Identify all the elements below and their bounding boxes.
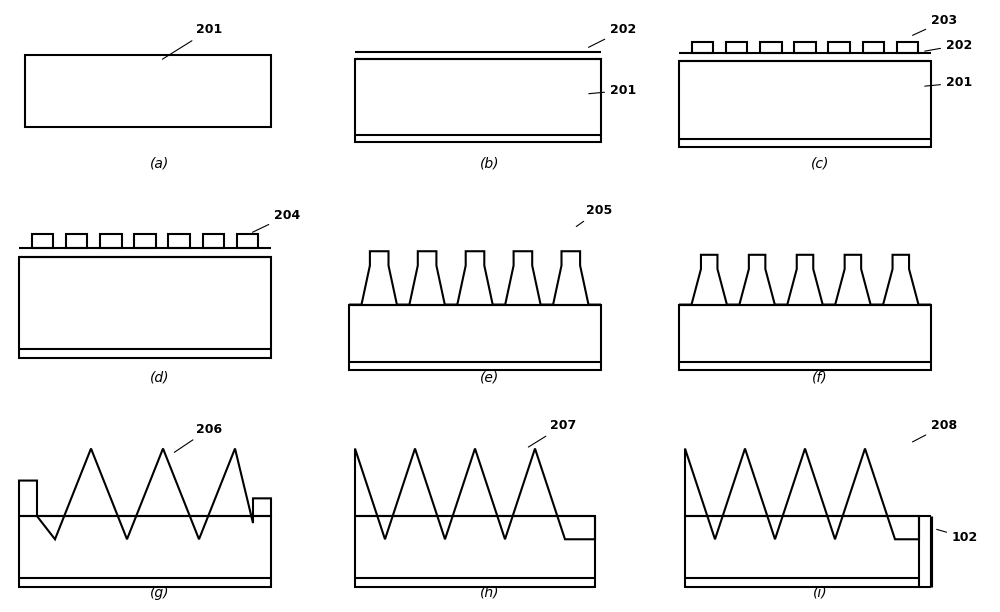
Bar <box>760 42 782 53</box>
Bar <box>685 516 919 588</box>
Text: (h): (h) <box>480 586 500 600</box>
Bar <box>25 54 271 127</box>
Text: 204: 204 <box>253 209 300 232</box>
Bar <box>32 234 53 248</box>
Text: (i): (i) <box>813 586 827 600</box>
Bar <box>794 42 816 53</box>
Bar <box>19 256 271 358</box>
Text: 201: 201 <box>925 76 972 89</box>
Text: (g): (g) <box>150 586 170 600</box>
Bar <box>355 516 595 588</box>
Bar <box>679 305 931 370</box>
Text: 202: 202 <box>588 23 636 47</box>
Text: (c): (c) <box>811 157 829 171</box>
Text: (f): (f) <box>812 370 828 384</box>
Text: 203: 203 <box>913 15 957 35</box>
Bar <box>692 42 713 53</box>
Bar <box>100 234 122 248</box>
Bar <box>863 42 884 53</box>
Text: 102: 102 <box>937 529 978 544</box>
Text: 205: 205 <box>576 204 612 226</box>
Bar <box>726 42 747 53</box>
Text: 206: 206 <box>174 422 222 452</box>
Text: (b): (b) <box>480 157 500 171</box>
Text: 202: 202 <box>925 39 972 51</box>
Bar <box>19 516 271 588</box>
Bar <box>66 234 87 248</box>
Text: (d): (d) <box>150 370 170 384</box>
Bar <box>679 61 931 147</box>
Text: 208: 208 <box>912 419 957 442</box>
Bar <box>237 234 258 248</box>
Bar <box>134 234 156 248</box>
Text: (a): (a) <box>150 157 170 171</box>
Bar <box>828 42 850 53</box>
Bar <box>203 234 224 248</box>
Bar <box>897 42 918 53</box>
Text: 201: 201 <box>589 84 636 97</box>
Text: (e): (e) <box>480 370 500 384</box>
Bar <box>355 59 601 143</box>
Text: 207: 207 <box>528 419 576 447</box>
Bar <box>168 234 190 248</box>
Bar <box>349 305 601 370</box>
Text: 201: 201 <box>162 23 222 59</box>
